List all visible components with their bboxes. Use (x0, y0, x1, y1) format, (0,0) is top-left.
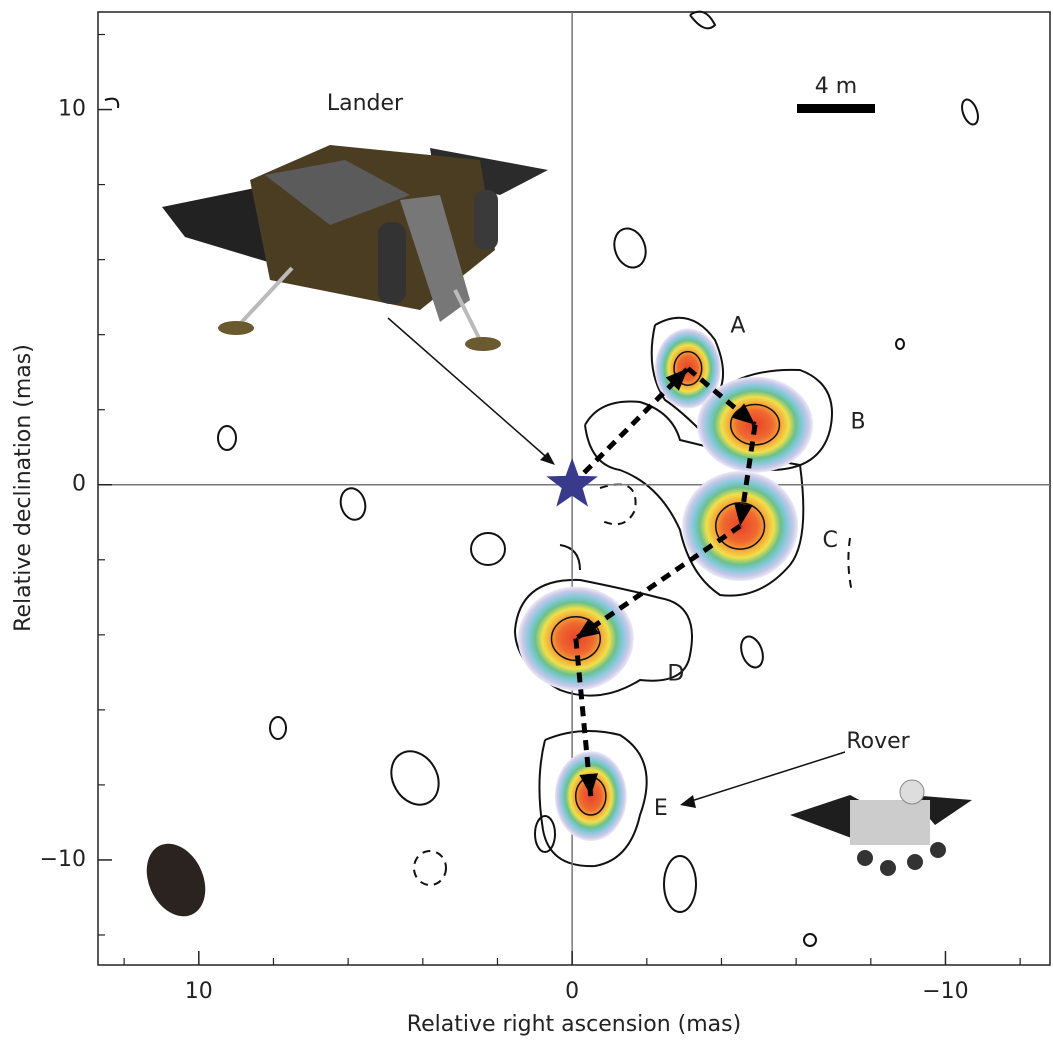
contour (896, 339, 904, 349)
lander-label: Lander (327, 91, 404, 116)
wheel (880, 860, 896, 876)
wheel (907, 854, 923, 870)
contour (414, 851, 446, 885)
contour (560, 545, 580, 570)
point-label: A (730, 313, 745, 338)
y-tick-label: 0 (72, 472, 86, 497)
rover-arrow (685, 752, 845, 803)
beam-ellipse (135, 834, 216, 926)
contour (382, 743, 448, 813)
x-tick-label: 10 (185, 979, 213, 1004)
scale-label: 4 m (815, 74, 857, 99)
contour (337, 485, 368, 522)
y-axis-label: Relative declination (mas) (11, 344, 36, 632)
point-label: D (667, 662, 684, 687)
contour (959, 97, 981, 126)
point-label: E (654, 796, 668, 821)
antenna (900, 780, 924, 804)
rover-label: Rover (846, 729, 910, 754)
contour (804, 934, 816, 946)
contour (609, 224, 651, 272)
y-tick-label: 10 (58, 97, 86, 122)
leg (238, 268, 292, 326)
point-label: B (851, 410, 866, 435)
arrowhead (680, 795, 696, 808)
track (572, 368, 688, 484)
contour (848, 538, 852, 592)
wheel (930, 842, 946, 858)
contour (600, 484, 636, 524)
tank (378, 222, 406, 304)
x-axis-label: Relative right ascension (mas) (407, 1012, 741, 1037)
tank (474, 190, 498, 250)
contour (535, 816, 555, 852)
scale-bar (797, 104, 875, 113)
foot (218, 321, 254, 335)
point-label: C (822, 528, 837, 553)
chart: 4 m Lander Rover Relative right ascensio… (0, 0, 1053, 1041)
rover-image (790, 780, 972, 876)
wheel (857, 850, 873, 866)
contour (105, 99, 118, 108)
rover-body (850, 800, 930, 845)
contour (664, 856, 696, 912)
contour (270, 717, 286, 739)
foot (465, 337, 501, 351)
contour (471, 533, 505, 565)
contour (737, 634, 767, 671)
contour (690, 12, 715, 29)
x-tick-label: 0 (565, 979, 579, 1004)
y-tick-label: −10 (40, 847, 86, 872)
solar-panel (162, 186, 268, 262)
contour (218, 426, 236, 450)
x-tick-label: −10 (922, 979, 968, 1004)
lander-image (162, 145, 548, 351)
